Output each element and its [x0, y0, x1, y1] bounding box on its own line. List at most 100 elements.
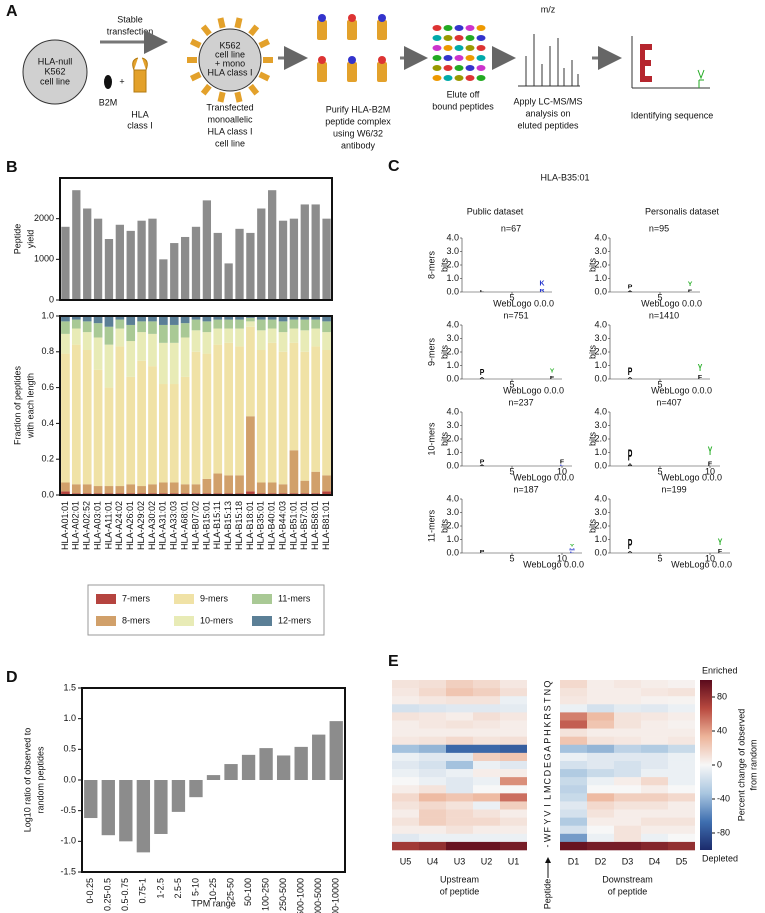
heatmap-cell [587, 728, 614, 737]
heatmap-cell [641, 688, 668, 697]
y-tick-label: 1.0 [446, 273, 459, 283]
y-tick-label: 1000 [34, 254, 54, 264]
heatmap-cell [392, 785, 419, 794]
heatmap-cell [587, 760, 614, 770]
legend-label: 11-mers [278, 593, 311, 603]
peptide [465, 25, 475, 31]
heatmap-cell [614, 817, 641, 827]
x-tick-label: HLA-A03:01 [92, 501, 102, 550]
heatmap-cell [614, 728, 641, 737]
heatmap-cell [419, 793, 446, 802]
peptide [465, 35, 475, 41]
chart-title: HLA-B35:01 [540, 172, 589, 182]
heatmap-cell [560, 688, 587, 697]
legend-box [87, 584, 325, 636]
bar-segment [82, 321, 92, 333]
heatmap-cell [614, 841, 641, 851]
y-tick-label: 0.0 [41, 489, 54, 499]
heatmap-cell [641, 744, 668, 754]
y-axis-label: bits [439, 345, 449, 360]
bar-segment [278, 484, 288, 494]
heatmap-cell [392, 760, 419, 770]
peptide [465, 75, 475, 81]
peptide [432, 65, 442, 71]
bar [213, 232, 222, 300]
column-label: U3 [454, 856, 466, 866]
step-label: eluted peptides [517, 120, 579, 130]
heatmap-cell [641, 728, 668, 737]
row-label: N [542, 689, 552, 696]
bar-segment [126, 376, 136, 485]
heatmap-cell [419, 712, 446, 721]
heatmap-cell [392, 817, 419, 827]
row-label: 8-mers [426, 251, 436, 280]
step-label: Transfected [206, 102, 253, 112]
peptide [476, 25, 486, 31]
y-tick-label: 4.0 [446, 319, 459, 329]
axes-frame [59, 177, 333, 301]
heatmap-cell [473, 728, 500, 737]
cell-label: K562 [219, 40, 240, 50]
bar [126, 230, 135, 300]
heatmap-cell [614, 825, 641, 835]
heatmap-cell [500, 752, 527, 762]
x-tick-label: 100-250 [260, 878, 270, 911]
heatmap-cell [560, 769, 587, 778]
heatmap-cell [560, 728, 587, 737]
heatmap-cell [560, 793, 587, 802]
bar [115, 224, 124, 300]
receptor [217, 91, 226, 103]
bar-segment [213, 344, 223, 474]
heatmap-cell [560, 696, 587, 705]
heatmap-cell [473, 785, 500, 794]
heatmap-cell [560, 777, 587, 786]
x-tick-label: HLA-B15:13 [223, 501, 233, 550]
heatmap-cell [473, 841, 500, 851]
heatmap-cell [668, 728, 695, 737]
heatmap-cell [560, 841, 587, 851]
logo-credit: WebLogo 0.0.0 [503, 385, 564, 395]
receptor [258, 71, 271, 82]
logo-credit: WebLogo 0.0.0 [641, 298, 702, 308]
x-tick-label: HLA-B40:01 [267, 501, 277, 550]
heatmap-cell [587, 809, 614, 818]
logo-letter: Y [550, 368, 555, 374]
bar [191, 226, 201, 300]
peptide [465, 65, 475, 71]
x-tick-label: HLA-B57:01 [299, 501, 309, 550]
bar-segment [224, 342, 233, 476]
bar [136, 780, 151, 853]
bar-segment [82, 316, 92, 322]
heatmap-cell [641, 825, 668, 835]
x-tick-label: HLA-B81:01 [321, 501, 331, 550]
bar-segment [126, 316, 136, 325]
y-tick-label: 2.0 [594, 433, 607, 443]
receptor [377, 20, 387, 40]
heatmap-cell [419, 760, 446, 770]
x-tick-label: HLA-B58:01 [310, 501, 320, 550]
legend-label: 10-mers [200, 615, 234, 625]
y-axis-label: bits [439, 258, 449, 273]
heatmap-cell [587, 712, 614, 721]
bar [322, 218, 331, 300]
y-axis-label: bits [587, 258, 597, 273]
b2m-label: B2M [99, 97, 118, 107]
heatmap-cell [473, 760, 500, 770]
bar-segment [235, 316, 244, 320]
y-tick-label: 1.0 [594, 447, 607, 457]
y-tick-label: 0.0 [594, 286, 607, 296]
bar-segment [159, 316, 168, 325]
y-tick-label: 2.0 [446, 520, 459, 530]
bar-segment [289, 328, 299, 343]
heatmap-cell [446, 833, 473, 843]
column-label: U2 [481, 856, 493, 866]
cell [198, 28, 262, 92]
y-tick-label: 3.0 [594, 507, 607, 517]
column-header: Personalis dataset [645, 206, 720, 216]
heatmap-cell [392, 712, 419, 721]
x-tick-label: HLA-A33:03 [169, 501, 179, 550]
mz-label: m/z [541, 4, 556, 14]
heatmap-cell [392, 736, 419, 746]
row-label: R [542, 713, 552, 720]
